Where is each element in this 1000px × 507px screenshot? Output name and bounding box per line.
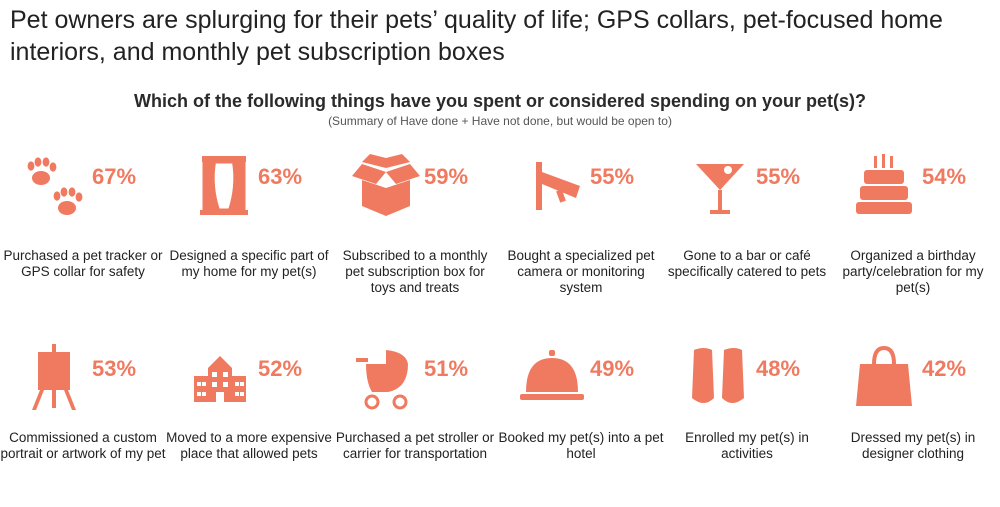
item-label: Purchased a pet tracker or GPS collar fo…	[3, 248, 163, 279]
percentage-value: 48%	[756, 356, 801, 381]
percentage-value: 51%	[424, 356, 469, 381]
stat-item: 51% Purchased a pet stroller or carrier …	[332, 342, 498, 507]
stat-item: 55% Bought a specialized pet camera or m…	[498, 150, 664, 315]
headline: Pet owners are splurging for their pets’…	[10, 6, 943, 66]
handbag-icon	[846, 342, 922, 412]
percentage-value: 55%	[590, 164, 635, 189]
service-bell-icon	[514, 342, 590, 412]
percentage-value: 63%	[258, 164, 303, 189]
birthday-cake-icon	[846, 150, 922, 220]
item-label: Gone to a bar or café specifically cater…	[667, 248, 827, 279]
percentage-value: 49%	[590, 356, 635, 381]
stat-item: 59% Subscribed to a monthly pet subscrip…	[332, 150, 498, 315]
item-label: Subscribed to a monthly pet subscription…	[342, 248, 488, 295]
swim-fins-icon	[680, 342, 756, 412]
stat-item: 53% Commissioned a custom portrait or ar…	[0, 342, 166, 507]
easel-icon	[16, 342, 92, 412]
curtained-window-icon	[182, 150, 258, 220]
stat-item: 48% Enrolled my pet(s) in activities	[664, 342, 830, 507]
item-label: Dressed my pet(s) in designer clothing	[850, 430, 976, 461]
stat-item: 63% Designed a specific part of my home …	[166, 150, 332, 315]
percentage-value: 55%	[756, 164, 801, 189]
percentage-value: 54%	[922, 164, 967, 189]
percentage-value: 67%	[92, 164, 137, 189]
stat-item: 42% Dressed my pet(s) in designer clothi…	[830, 342, 996, 507]
item-label: Booked my pet(s) into a pet hotel	[498, 430, 664, 461]
item-label: Purchased a pet stroller or carrier for …	[335, 430, 495, 461]
paw-prints-icon	[16, 150, 92, 220]
percentage-value: 53%	[92, 356, 137, 381]
stat-item: 52% Moved to a more expensive place that…	[166, 342, 332, 507]
stat-item: 55% Gone to a bar or café specifically c…	[664, 150, 830, 315]
item-label: Enrolled my pet(s) in activities	[685, 430, 809, 461]
item-label: Bought a specialized pet camera or monit…	[507, 248, 655, 295]
cocktail-glass-icon	[680, 150, 756, 220]
survey-subtitle: (Summary of Have done + Have not done, b…	[328, 114, 672, 128]
building-icon	[182, 342, 258, 412]
stat-item: 49% Booked my pet(s) into a pet hotel	[498, 342, 664, 507]
percentage-value: 59%	[424, 164, 469, 189]
stroller-icon	[348, 342, 424, 412]
item-label: Moved to a more expensive place that all…	[166, 430, 332, 461]
stat-item: 67% Purchased a pet tracker or GPS colla…	[0, 150, 166, 315]
percentage-value: 42%	[922, 356, 967, 381]
survey-question: Which of the following things have you s…	[133, 91, 866, 111]
open-box-icon	[348, 150, 424, 220]
percentage-value: 52%	[258, 356, 303, 381]
item-label: Commissioned a custom portrait or artwor…	[0, 430, 166, 461]
stat-item: 54% Organized a birthday party/celebrati…	[830, 150, 996, 315]
item-label: Organized a birthday party/celebration f…	[842, 248, 984, 295]
item-label: Designed a specific part of my home for …	[169, 248, 329, 279]
security-camera-icon	[514, 150, 590, 220]
